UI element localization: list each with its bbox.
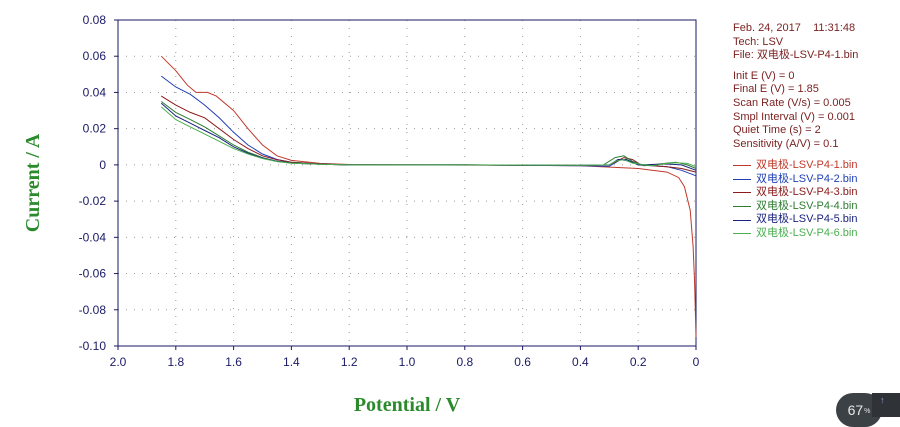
grid-lines bbox=[118, 20, 696, 346]
x-tick-label: 1.0 bbox=[399, 355, 416, 369]
y-tick-label: 0.02 bbox=[83, 122, 107, 136]
x-tick-label: 1.8 bbox=[167, 355, 184, 369]
legend-swatch bbox=[733, 192, 751, 194]
legend-swatch bbox=[733, 178, 751, 180]
legend-swatch bbox=[733, 165, 751, 167]
y-tick-label: -0.10 bbox=[79, 339, 107, 353]
x-axis-title: Potential / V bbox=[354, 394, 461, 416]
x-tick-label: 1.6 bbox=[225, 355, 242, 369]
arrow-up-icon: ↑ bbox=[880, 395, 885, 405]
legend-swatch bbox=[733, 219, 751, 221]
date-text: Feb. 24, 2017 bbox=[733, 22, 801, 34]
legend-label: 双电极-LSV-P4-1.bin bbox=[756, 159, 858, 171]
series-line-4 bbox=[160, 101, 697, 169]
legend-item: 双电极-LSV-P4-3.bin bbox=[733, 186, 857, 200]
x-tick-label: 0.6 bbox=[514, 355, 531, 369]
legend-item: 双电极-LSV-P4-6.bin bbox=[733, 227, 857, 241]
chart-legend: 双电极-LSV-P4-1.bin 双电极-LSV-P4-2.bin 双电极-LSV-… bbox=[733, 159, 857, 241]
y-tick-label: -0.08 bbox=[79, 303, 107, 317]
legend-swatch bbox=[733, 206, 751, 208]
param-line: Quiet Time (s) = 2 bbox=[733, 124, 821, 137]
x-tick-label: 0.8 bbox=[456, 355, 473, 369]
x-tick-label: 1.4 bbox=[283, 355, 300, 369]
y-tick-label: -0.02 bbox=[79, 194, 107, 208]
time-text: 11:31:48 bbox=[813, 22, 856, 34]
corner-widget: ↑ bbox=[872, 393, 900, 417]
tech-text: Tech: LSV bbox=[733, 35, 784, 48]
timestamp-line: Feb. 24, 2017 11:31:48 bbox=[733, 22, 858, 36]
legend-item: 双电极-LSV-P4-4.bin bbox=[733, 200, 857, 214]
series-lines bbox=[160, 55, 697, 337]
legend-item: 双电极-LSV-P4-1.bin bbox=[733, 159, 857, 173]
legend-label: 双电极-LSV-P4-5.bin bbox=[756, 213, 858, 226]
y-axis-title: Current / A bbox=[22, 133, 44, 232]
series-line-6 bbox=[160, 106, 697, 168]
param-line: Init E (V) = 0 bbox=[733, 69, 795, 82]
legend-item: 双电极-LSV-P4-2.bin bbox=[733, 173, 857, 187]
axis-ticks: 2.0 1.8 1.6 1.4 1.2 1.0 0.8 0.6 0.4 0.2 0 0.08 0.06 0… bbox=[79, 13, 700, 369]
legend-label: 双电极-LSV-P4-6.bin bbox=[756, 226, 858, 239]
param-line: Sensitivity (A/V) = 0.1 bbox=[733, 137, 839, 150]
param-line: Smpl Interval (V) = 0.001 bbox=[733, 110, 855, 123]
legend-label: 双电极-LSV-P4-4.bin bbox=[756, 199, 858, 212]
x-tick-label: 1.2 bbox=[341, 355, 358, 369]
param-line: Scan Rate (V/s) = 0.005 bbox=[733, 96, 851, 109]
file-text: File: 双电极-LSV-P4-1.bin bbox=[733, 49, 859, 62]
legend-swatch bbox=[733, 233, 751, 235]
legend-label: 双电极-LSV-P4-3.bin bbox=[756, 186, 858, 199]
legend-label: 双电极-LSV-P4-2.bin bbox=[756, 172, 858, 185]
zoom-value: 67 bbox=[847, 402, 864, 418]
param-line: Final E (V) = 1.85 bbox=[733, 83, 819, 96]
series-line-1 bbox=[160, 55, 697, 337]
y-tick-label: 0.04 bbox=[83, 85, 107, 99]
lsv-chart: 2.0 1.8 1.6 1.4 1.2 1.0 0.8 0.6 0.4 0.2 0 0.08 0.06 0… bbox=[22, 13, 700, 416]
zoom-unit: % bbox=[864, 408, 871, 415]
y-tick-label: 0.08 bbox=[83, 13, 107, 27]
x-tick-label: 0 bbox=[693, 355, 700, 369]
y-tick-label: 0.06 bbox=[83, 49, 107, 63]
x-tick-label: 0.4 bbox=[572, 355, 589, 369]
y-tick-label: 0 bbox=[99, 158, 106, 172]
x-tick-label: 0.2 bbox=[630, 355, 647, 369]
x-tick-label: 2.0 bbox=[110, 355, 127, 369]
y-tick-label: -0.04 bbox=[79, 230, 107, 244]
y-tick-label: -0.06 bbox=[79, 267, 107, 281]
experiment-info-panel: Feb. 24, 2017 11:31:48 Tech: LSV File: 双… bbox=[733, 22, 858, 151]
legend-item: 双电极-LSV-P4-5.bin bbox=[733, 213, 857, 227]
series-line-5 bbox=[160, 102, 697, 171]
